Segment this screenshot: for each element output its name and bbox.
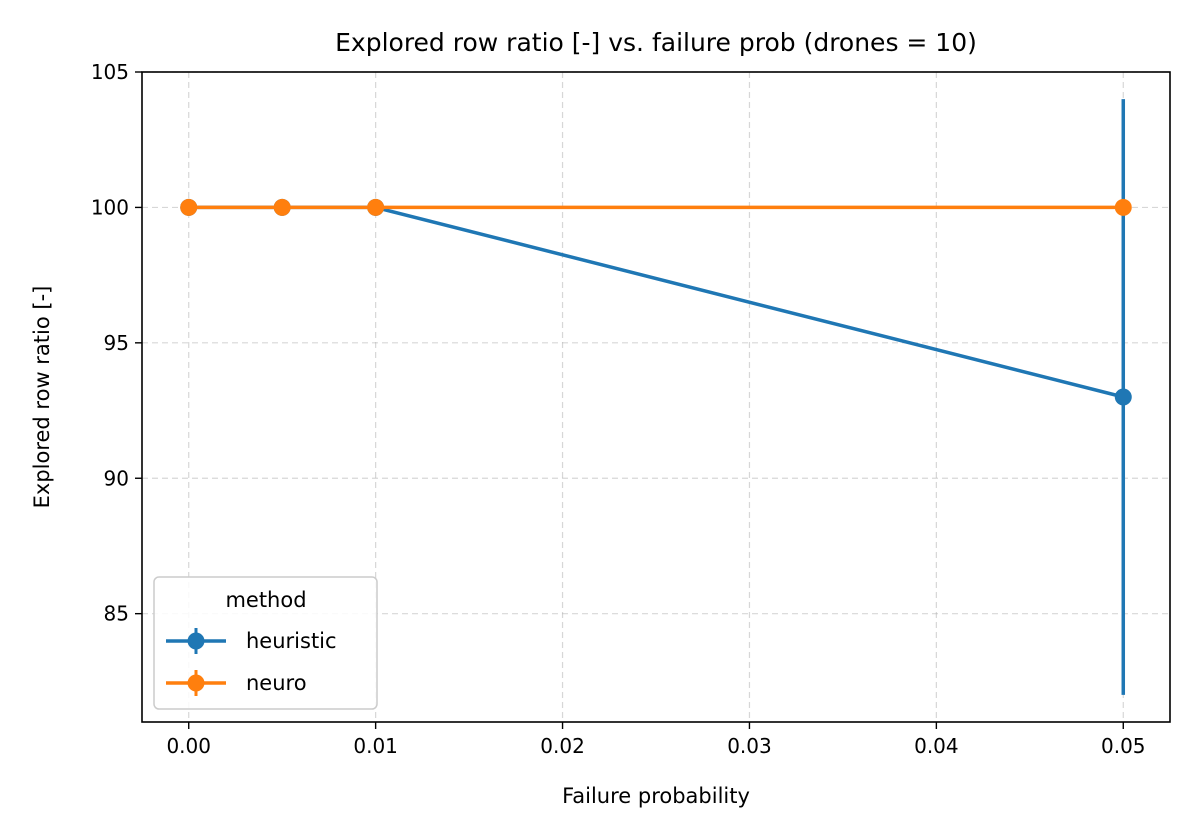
x-tick-label: 0.00 [166, 734, 211, 758]
y-tick-label: 90 [104, 466, 129, 490]
x-axis-label: Failure probability [562, 784, 750, 808]
data-point-neuro [273, 198, 291, 216]
legend-box [153, 576, 378, 710]
y-tick-label: 100 [91, 195, 129, 219]
y-tick-label: 105 [91, 60, 129, 84]
legend-marker-heuristic [187, 632, 205, 650]
y-axis-label: Explored row ratio [-] [30, 286, 54, 509]
legend-entry-heuristic: heuristic [166, 628, 337, 654]
chart-title: Explored row ratio [-] vs. failure prob … [335, 28, 977, 57]
series-neuro [180, 198, 1132, 216]
data-point-neuro [1114, 198, 1132, 216]
legend-entry-neuro: neuro [166, 670, 307, 696]
x-tick-label: 0.01 [353, 734, 398, 758]
y-tick-label: 85 [104, 602, 129, 626]
x-tick-label: 0.04 [914, 734, 959, 758]
data-point-heuristic [1114, 388, 1132, 406]
legend: method heuristic neuro [153, 576, 378, 710]
data-point-neuro [367, 198, 385, 216]
plot-frame [141, 71, 1171, 723]
x-tick-label: 0.05 [1101, 734, 1146, 758]
series-line-heuristic [188, 205, 1124, 399]
ticks: 0.00 0.01 0.02 0.03 0.04 0.05 85 90 95 100 105 [91, 60, 1146, 758]
data-point-neuro [180, 198, 198, 216]
legend-marker-neuro [187, 674, 205, 692]
y-tick-label: 95 [104, 331, 129, 355]
x-tick-label: 0.03 [727, 734, 772, 758]
legend-title: method [225, 588, 306, 612]
x-tick-label: 0.02 [540, 734, 585, 758]
legend-label-heuristic: heuristic [246, 629, 337, 653]
legend-entries: heuristic neuro [166, 628, 337, 696]
series-layer [180, 99, 1132, 695]
legend-label-neuro: neuro [246, 671, 307, 695]
